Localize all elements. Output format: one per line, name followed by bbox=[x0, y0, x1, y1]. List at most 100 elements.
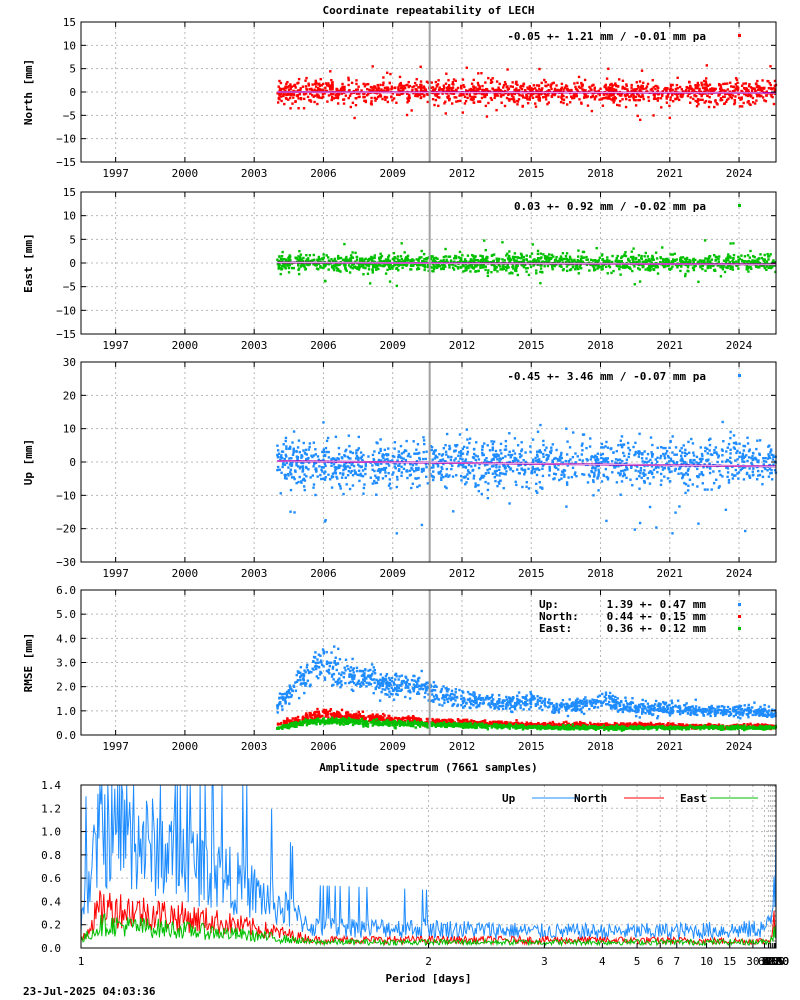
data-point bbox=[414, 452, 417, 455]
data-point bbox=[461, 264, 465, 267]
data-point bbox=[571, 704, 574, 708]
data-point bbox=[502, 84, 506, 87]
data-point bbox=[423, 265, 427, 269]
data-point bbox=[306, 259, 309, 262]
data-point bbox=[610, 87, 614, 90]
data-point bbox=[513, 459, 516, 463]
data-point bbox=[602, 700, 605, 703]
data-point bbox=[736, 449, 739, 453]
data-point bbox=[416, 268, 419, 271]
data-point bbox=[566, 440, 569, 443]
data-point bbox=[576, 255, 580, 258]
data-point bbox=[297, 268, 300, 272]
data-point bbox=[656, 456, 659, 459]
data-point bbox=[581, 449, 584, 452]
data-point bbox=[597, 474, 600, 478]
data-point bbox=[438, 96, 441, 99]
data-point bbox=[563, 86, 567, 89]
data-point bbox=[594, 469, 597, 472]
data-point bbox=[555, 702, 558, 706]
data-point bbox=[665, 95, 668, 98]
data-point bbox=[585, 704, 588, 707]
data-point bbox=[579, 266, 583, 270]
data-point bbox=[285, 445, 288, 448]
data-point bbox=[340, 92, 344, 95]
data-point bbox=[748, 475, 751, 478]
data-point bbox=[351, 677, 354, 681]
data-point bbox=[371, 464, 374, 467]
data-point bbox=[536, 450, 539, 453]
data-point bbox=[510, 93, 513, 96]
data-point bbox=[466, 254, 470, 257]
data-point bbox=[701, 98, 704, 102]
data-point bbox=[745, 266, 749, 269]
data-point bbox=[422, 436, 425, 439]
data-point bbox=[732, 434, 736, 437]
data-point bbox=[550, 702, 554, 705]
data-point bbox=[631, 258, 634, 261]
data-point bbox=[333, 466, 337, 469]
data-point bbox=[625, 465, 628, 469]
data-point bbox=[554, 473, 558, 476]
data-point bbox=[378, 468, 382, 471]
data-point bbox=[458, 451, 461, 454]
data-point bbox=[286, 80, 289, 84]
data-point bbox=[284, 453, 288, 457]
data-point bbox=[350, 463, 353, 467]
data-point bbox=[736, 81, 739, 84]
data-point bbox=[512, 96, 515, 99]
data-point bbox=[538, 468, 541, 472]
data-point bbox=[425, 80, 429, 84]
data-point bbox=[530, 92, 533, 96]
data-point bbox=[640, 69, 644, 72]
data-point bbox=[370, 259, 374, 263]
data-point bbox=[574, 709, 577, 712]
data-point bbox=[360, 257, 364, 260]
data-point bbox=[484, 104, 488, 108]
data-point bbox=[623, 473, 626, 477]
data-point bbox=[468, 88, 471, 91]
data-point bbox=[663, 454, 666, 457]
data-point bbox=[297, 267, 301, 270]
data-point bbox=[684, 272, 687, 276]
data-point bbox=[535, 482, 538, 486]
data-point bbox=[452, 92, 456, 95]
data-point bbox=[290, 92, 294, 95]
data-point bbox=[495, 257, 498, 260]
data-point bbox=[557, 95, 560, 99]
data-point bbox=[319, 88, 322, 92]
data-point bbox=[281, 698, 285, 701]
data-point bbox=[461, 111, 465, 114]
data-point bbox=[520, 449, 523, 453]
data-point bbox=[469, 98, 473, 101]
data-point bbox=[430, 445, 434, 449]
data-point bbox=[397, 269, 400, 272]
data-point bbox=[610, 447, 613, 450]
data-point bbox=[748, 448, 752, 451]
data-point bbox=[619, 472, 622, 475]
data-point bbox=[721, 95, 725, 99]
data-point bbox=[295, 481, 298, 485]
data-point bbox=[751, 96, 755, 100]
data-point bbox=[498, 468, 501, 472]
data-point bbox=[459, 474, 463, 478]
data-point bbox=[562, 101, 565, 105]
data-point bbox=[486, 463, 489, 466]
data-point bbox=[342, 98, 345, 101]
data-point bbox=[354, 88, 358, 91]
data-point bbox=[600, 446, 603, 449]
data-point bbox=[700, 259, 704, 262]
data-point bbox=[463, 102, 467, 105]
data-point bbox=[591, 479, 595, 482]
data-point bbox=[501, 258, 504, 261]
data-point bbox=[303, 479, 307, 482]
data-point bbox=[297, 97, 300, 100]
data-point bbox=[400, 680, 404, 683]
data-point bbox=[774, 88, 777, 91]
data-point bbox=[319, 264, 322, 268]
data-point bbox=[770, 94, 773, 98]
x-tick-label: 2003 bbox=[241, 339, 268, 352]
data-point bbox=[472, 87, 476, 91]
data-point bbox=[305, 475, 308, 478]
data-point bbox=[447, 475, 450, 478]
